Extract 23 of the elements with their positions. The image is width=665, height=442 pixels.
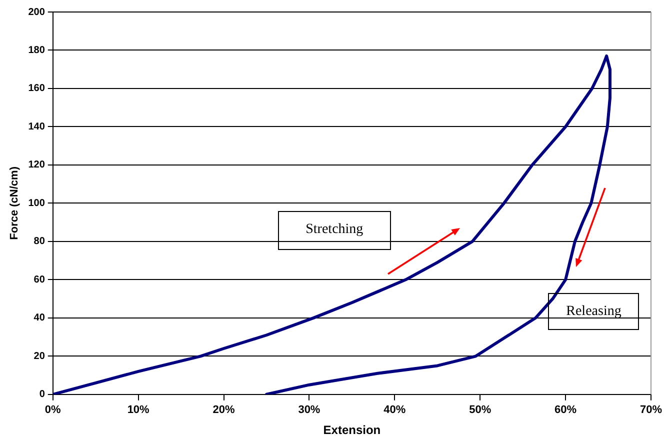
y-tick-label: 60 — [34, 274, 46, 286]
x-tick-label: 20% — [212, 404, 235, 416]
x-axis-title: Extension — [323, 423, 381, 438]
y-tick-label: 180 — [28, 44, 46, 56]
y-tick-label: 160 — [28, 83, 46, 94]
x-tick-label: 30% — [298, 404, 320, 416]
annotation: Releasing — [548, 293, 640, 330]
x-tick-label: 60% — [554, 404, 577, 416]
x-tick-label: 40% — [384, 404, 406, 416]
y-tick-label: 0 — [39, 389, 46, 400]
y-tick-label: 100 — [28, 198, 46, 209]
x-tick-label: 70% — [640, 404, 662, 416]
y-tick-label: 20 — [34, 350, 46, 362]
x-tick-label: 0% — [44, 404, 62, 416]
y-tick-label: 140 — [28, 121, 46, 132]
annotation: Stretching — [278, 210, 392, 250]
x-tick-label: 10% — [127, 404, 150, 416]
y-axis-title: Force (cN/cm) — [8, 166, 21, 240]
x-tick-label: 50% — [469, 404, 492, 416]
y-tick-label: 80 — [34, 236, 46, 248]
y-tick-label: 40 — [34, 312, 46, 324]
y-tick-label: 120 — [28, 160, 46, 171]
y-tick-label: 200 — [28, 6, 46, 18]
